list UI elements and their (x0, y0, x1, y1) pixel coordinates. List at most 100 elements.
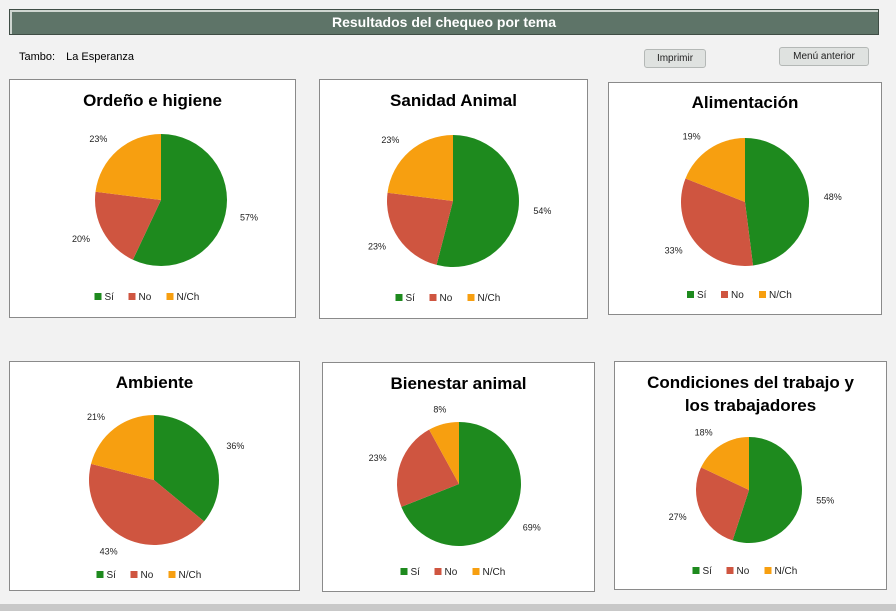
data-label-nch: 18% (695, 428, 713, 438)
data-label-nch: 23% (89, 134, 107, 144)
data-label-si: 48% (824, 192, 842, 202)
chart-title: los trabajadores (685, 396, 816, 415)
pie-slice-nch (91, 415, 154, 480)
data-label-si: 57% (240, 213, 258, 223)
back-menu-button[interactable]: Menú anterior (779, 47, 869, 66)
back-menu-button-label: Menú anterior (793, 51, 855, 62)
legend-label-nch: N/Ch (775, 566, 798, 577)
pie-slice-si (436, 135, 519, 267)
chart-panel-ambiente: Ambiente 36% 43% 21% Sí No N/Ch (9, 361, 300, 591)
data-label-no: 20% (72, 234, 90, 244)
legend-swatch-nch (467, 294, 475, 301)
legend-swatch-no (130, 571, 138, 578)
data-label-si: 54% (533, 206, 551, 216)
bottom-scroll-strip (0, 604, 896, 611)
pie-slice-si (745, 137, 810, 266)
pie-slice-si (154, 415, 219, 522)
legend-label-si: Sí (411, 567, 421, 578)
legend-label-si: Sí (406, 293, 416, 304)
legend-swatch-nch (759, 291, 766, 298)
farm-name: La Esperanza (66, 51, 135, 63)
legend-label-no: No (731, 290, 744, 301)
data-label-si: 36% (226, 441, 244, 451)
data-label-nch: 21% (87, 412, 105, 422)
legend-label-nch: N/Ch (769, 290, 792, 301)
pie-slice-nch (387, 135, 453, 201)
data-label-nch: 19% (683, 132, 701, 142)
legend-label-no: No (139, 292, 152, 303)
chart-title: Ordeño e higiene (83, 91, 222, 110)
pie-slice-no (94, 191, 161, 260)
chart-title: Alimentación (692, 93, 799, 112)
legend-label-nch: N/Ch (478, 293, 501, 304)
data-label-no: 27% (669, 512, 687, 522)
legend-swatch-nch (168, 571, 176, 578)
data-label-si: 55% (816, 496, 834, 506)
chart-title: Bienestar animal (390, 374, 526, 393)
chart-panel-ordeno-higiene: Ordeño e higiene 57% 20% 23% Sí No N/Ch (9, 79, 296, 318)
pie-slice-no (396, 429, 459, 507)
pie-chart-svg: Sanidad Animal 54% 23% 23% Sí No N/Ch (368, 91, 551, 304)
legend-swatch-no (721, 291, 728, 298)
pie-slice-si (132, 134, 227, 266)
pie-chart-svg: Condiciones del trabajo y los trabajadore… (647, 373, 854, 577)
legend-swatch-si (94, 293, 102, 300)
legend-swatch-si (400, 568, 408, 575)
legend-label-no: No (440, 293, 453, 304)
data-label-nch: 23% (381, 135, 399, 145)
legend-swatch-si (687, 291, 694, 298)
pie-chart-svg: Bienestar animal 69% 23% 8% Sí No N/Ch (369, 374, 541, 578)
legend-label-no: No (141, 570, 154, 581)
farm-label: Tambo: (19, 51, 56, 63)
legend-label-si: Sí (105, 292, 115, 303)
legend-label-nch: N/Ch (179, 570, 202, 581)
legend-label-si: Sí (107, 570, 117, 581)
legend-label-nch: N/Ch (483, 567, 506, 578)
legend-label-si: Sí (703, 566, 713, 577)
legend-swatch-no (429, 294, 437, 301)
chart-panel-bienestar-animal: Bienestar animal 69% 23% 8% Sí No N/Ch (322, 362, 595, 592)
pie-slice-no (695, 467, 749, 541)
pie-slice-nch (701, 437, 749, 490)
chart-title: Sanidad Animal (390, 91, 517, 110)
pie-chart-svg: Alimentación 48% 33% 19% Sí No N/Ch (665, 93, 842, 301)
print-button-label: Imprimir (656, 53, 694, 64)
chart-panel-alimentacion: Alimentación 48% 33% 19% Sí No N/Ch (608, 82, 882, 315)
legend-swatch-no (434, 568, 442, 575)
page-title-bar: Resultados del chequeo por tema (9, 9, 879, 35)
legend-label-no: No (445, 567, 458, 578)
data-label-nch: 8% (433, 404, 446, 414)
pie-chart-svg: Ordeño e higiene 57% 20% 23% Sí No N/Ch (72, 91, 258, 303)
legend-swatch-nch (764, 567, 772, 574)
data-label-si: 69% (523, 522, 541, 532)
legend-swatch-si (692, 567, 700, 574)
print-button[interactable]: Imprimir (644, 49, 706, 68)
chart-panel-condiciones-trabajo: Condiciones del trabajo y los trabajadore… (614, 361, 887, 590)
data-label-no: 33% (665, 245, 683, 255)
legend-swatch-nch (166, 293, 174, 300)
data-label-no: 23% (368, 242, 386, 252)
pie-slice-nch (429, 422, 459, 484)
pie-chart-svg: Ambiente 36% 43% 21% Sí No N/Ch (87, 373, 244, 581)
legend-swatch-si (395, 294, 403, 301)
legend-label-nch: N/Ch (177, 292, 200, 303)
page-title: Resultados del chequeo por tema (331, 14, 557, 30)
pie-slice-nch (685, 138, 745, 202)
pie-slice-no (89, 463, 205, 545)
legend-swatch-no (128, 293, 136, 300)
pie-slice-si (732, 437, 802, 543)
legend-label-no: No (737, 566, 750, 577)
data-label-no: 23% (369, 453, 387, 463)
chart-title: Condiciones del trabajo y (647, 373, 854, 392)
chart-panel-sanidad-animal: Sanidad Animal 54% 23% 23% Sí No N/Ch (319, 79, 588, 319)
legend-swatch-nch (472, 568, 480, 575)
pie-slice-nch (95, 134, 161, 200)
pie-slice-no (386, 192, 453, 265)
chart-title: Ambiente (116, 373, 193, 392)
data-label-no: 43% (100, 546, 118, 556)
legend-swatch-si (96, 571, 104, 578)
pie-slice-si (401, 422, 521, 546)
legend-swatch-no (726, 567, 734, 574)
pie-slice-no (680, 178, 754, 267)
farm-info: Tambo: La Esperanza (19, 51, 134, 63)
